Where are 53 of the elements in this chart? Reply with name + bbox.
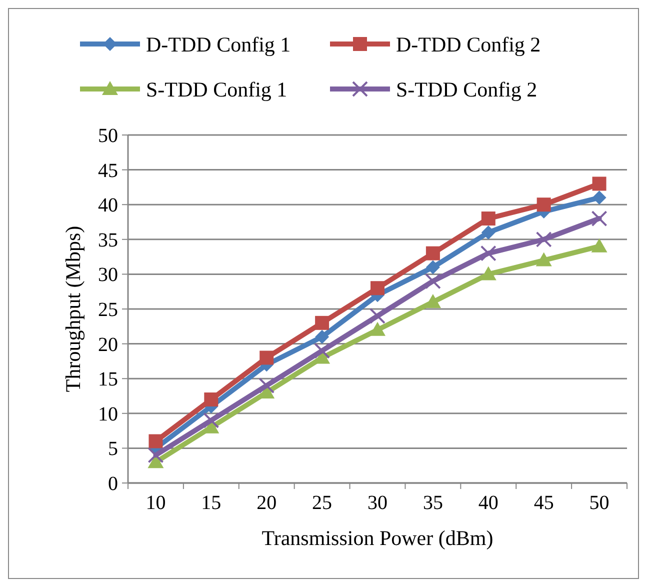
- x-tick-label: 30: [368, 492, 388, 514]
- y-tick-label: 40: [98, 194, 118, 217]
- x-tick-label: 50: [589, 492, 610, 514]
- y-tick-label: 35: [98, 229, 118, 252]
- point: [314, 342, 330, 359]
- point: [536, 198, 551, 212]
- point: [481, 212, 496, 226]
- legend-label: D-TDD Config 1: [146, 32, 291, 56]
- point: [370, 281, 384, 296]
- point: [592, 176, 606, 191]
- point: [480, 266, 496, 280]
- point: [148, 434, 163, 448]
- y-tick-label: 0: [108, 473, 118, 495]
- y-axis-title: Throughput (Mbps): [61, 226, 85, 392]
- x-tick-label: 35: [422, 492, 443, 514]
- y-tick-label: 15: [98, 368, 118, 391]
- y-tick-label: 45: [98, 160, 118, 182]
- x-tick-label: 20: [256, 492, 277, 514]
- point: [426, 260, 440, 274]
- y-tick-label: 20: [98, 334, 118, 356]
- x-tick-label: 15: [201, 492, 222, 514]
- point: [370, 322, 386, 336]
- legend-label: D-TDD Config 2: [396, 32, 541, 56]
- point: [426, 246, 440, 260]
- point: [591, 210, 608, 227]
- x-tick-label: 45: [534, 492, 554, 514]
- y-tick-label: 30: [98, 264, 118, 286]
- point: [315, 330, 330, 344]
- legend-label: S-TDD Config 2: [396, 77, 538, 102]
- point: [260, 350, 274, 365]
- x-axis-title: Transmission Power (dBm): [262, 526, 494, 550]
- x-tick-label: 40: [478, 492, 498, 514]
- point: [424, 273, 441, 290]
- point: [480, 245, 496, 262]
- point: [258, 378, 275, 394]
- y-tick-label: 5: [108, 438, 118, 460]
- point: [204, 392, 218, 406]
- point: [315, 316, 330, 330]
- point: [481, 225, 496, 240]
- point: [536, 252, 552, 266]
- point: [591, 238, 608, 252]
- x-tick-label: 25: [312, 492, 332, 514]
- y-tick-label: 25: [98, 299, 118, 321]
- point: [370, 308, 386, 324]
- x-tick-label: 10: [146, 492, 166, 514]
- point: [536, 231, 552, 248]
- legend-label: S-TDD Config 1: [146, 77, 288, 102]
- point: [203, 412, 220, 428]
- point: [592, 190, 606, 205]
- point: [148, 447, 164, 464]
- y-tick-label: 50: [98, 125, 118, 147]
- y-tick-label: 10: [98, 403, 118, 426]
- point: [424, 294, 441, 308]
